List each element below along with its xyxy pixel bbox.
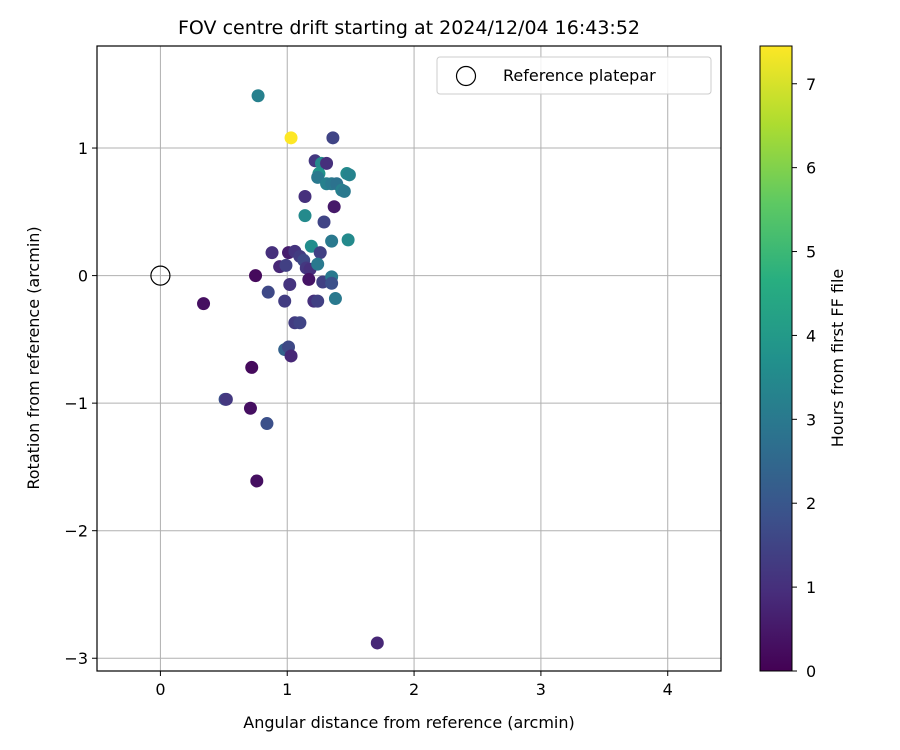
data-point: [278, 294, 292, 308]
colorbar-tick-label: 6: [806, 159, 816, 178]
data-point: [243, 401, 257, 415]
data-point: [261, 285, 275, 299]
legend: Reference platepar: [436, 56, 712, 95]
y-tick-label: 1: [78, 139, 88, 158]
x-tick-label: 0: [155, 680, 165, 699]
data-point: [283, 278, 297, 292]
data-point: [293, 316, 307, 330]
colorbar-tick-label: 0: [806, 662, 816, 681]
colorbar-tick-label: 4: [806, 326, 816, 345]
x-tick-label: 4: [663, 680, 673, 699]
data-point: [311, 294, 325, 308]
legend-marker-icon: [455, 65, 477, 87]
data-point: [328, 292, 342, 306]
data-point: [326, 131, 340, 145]
data-point: [341, 233, 355, 247]
x-tick-label: 2: [409, 680, 419, 699]
x-axis-label: Angular distance from reference (arcmin): [243, 713, 574, 732]
data-points: [197, 89, 384, 650]
data-point: [320, 156, 334, 170]
data-point: [325, 234, 339, 248]
data-point: [219, 392, 233, 406]
data-point: [325, 276, 339, 290]
colorbar-tick-label: 5: [806, 243, 816, 262]
colorbar-gradient: [759, 45, 793, 672]
colorbar-label: Hours from first FF file: [828, 269, 847, 448]
data-point: [251, 89, 265, 103]
x-tick-label: 3: [536, 680, 546, 699]
y-tick-label: 0: [78, 267, 88, 286]
colorbar-ticks: 0 1 2 3 4 5 6 7: [792, 75, 816, 681]
data-point: [249, 269, 263, 283]
y-tick-label: −2: [64, 522, 88, 541]
data-point: [311, 257, 325, 271]
data-point: [342, 168, 356, 182]
data-point: [302, 272, 316, 286]
colorbar-tick-label: 2: [806, 494, 816, 513]
colorbar-tick-label: 3: [806, 410, 816, 429]
reference-platepar-marker: [150, 265, 171, 286]
data-point: [284, 131, 298, 145]
y-axis-label: Rotation from reference (arcmin): [24, 226, 43, 489]
plot-frame: [96, 45, 722, 672]
legend-box: [436, 56, 712, 95]
y-axis-ticks: −3 −2 −1 0 1: [64, 139, 97, 668]
legend-label: Reference platepar: [503, 66, 656, 85]
y-tick-label: −1: [64, 394, 88, 413]
data-point: [313, 246, 327, 260]
chart-title: FOV centre drift starting at 2024/12/04 …: [178, 17, 640, 39]
data-point: [260, 417, 274, 431]
data-point: [327, 200, 341, 214]
data-point: [370, 636, 384, 650]
x-tick-label: 1: [282, 680, 292, 699]
data-point: [265, 246, 279, 260]
data-point: [279, 258, 293, 272]
data-point: [250, 474, 264, 488]
data-point: [298, 190, 312, 204]
colorbar: 0 1 2 3 4 5 6 7 Hours from first FF file: [759, 45, 847, 681]
colorbar-tick-label: 7: [806, 75, 816, 94]
grid-lines: [97, 46, 721, 671]
y-tick-label: −3: [64, 649, 88, 668]
colorbar-tick-label: 1: [806, 578, 816, 597]
data-point: [245, 360, 259, 374]
data-point: [337, 184, 351, 198]
data-point: [317, 215, 331, 229]
x-axis-ticks: 0 1 2 3 4: [155, 671, 673, 699]
data-point: [298, 209, 312, 223]
data-point: [284, 349, 298, 363]
data-point: [197, 297, 211, 311]
